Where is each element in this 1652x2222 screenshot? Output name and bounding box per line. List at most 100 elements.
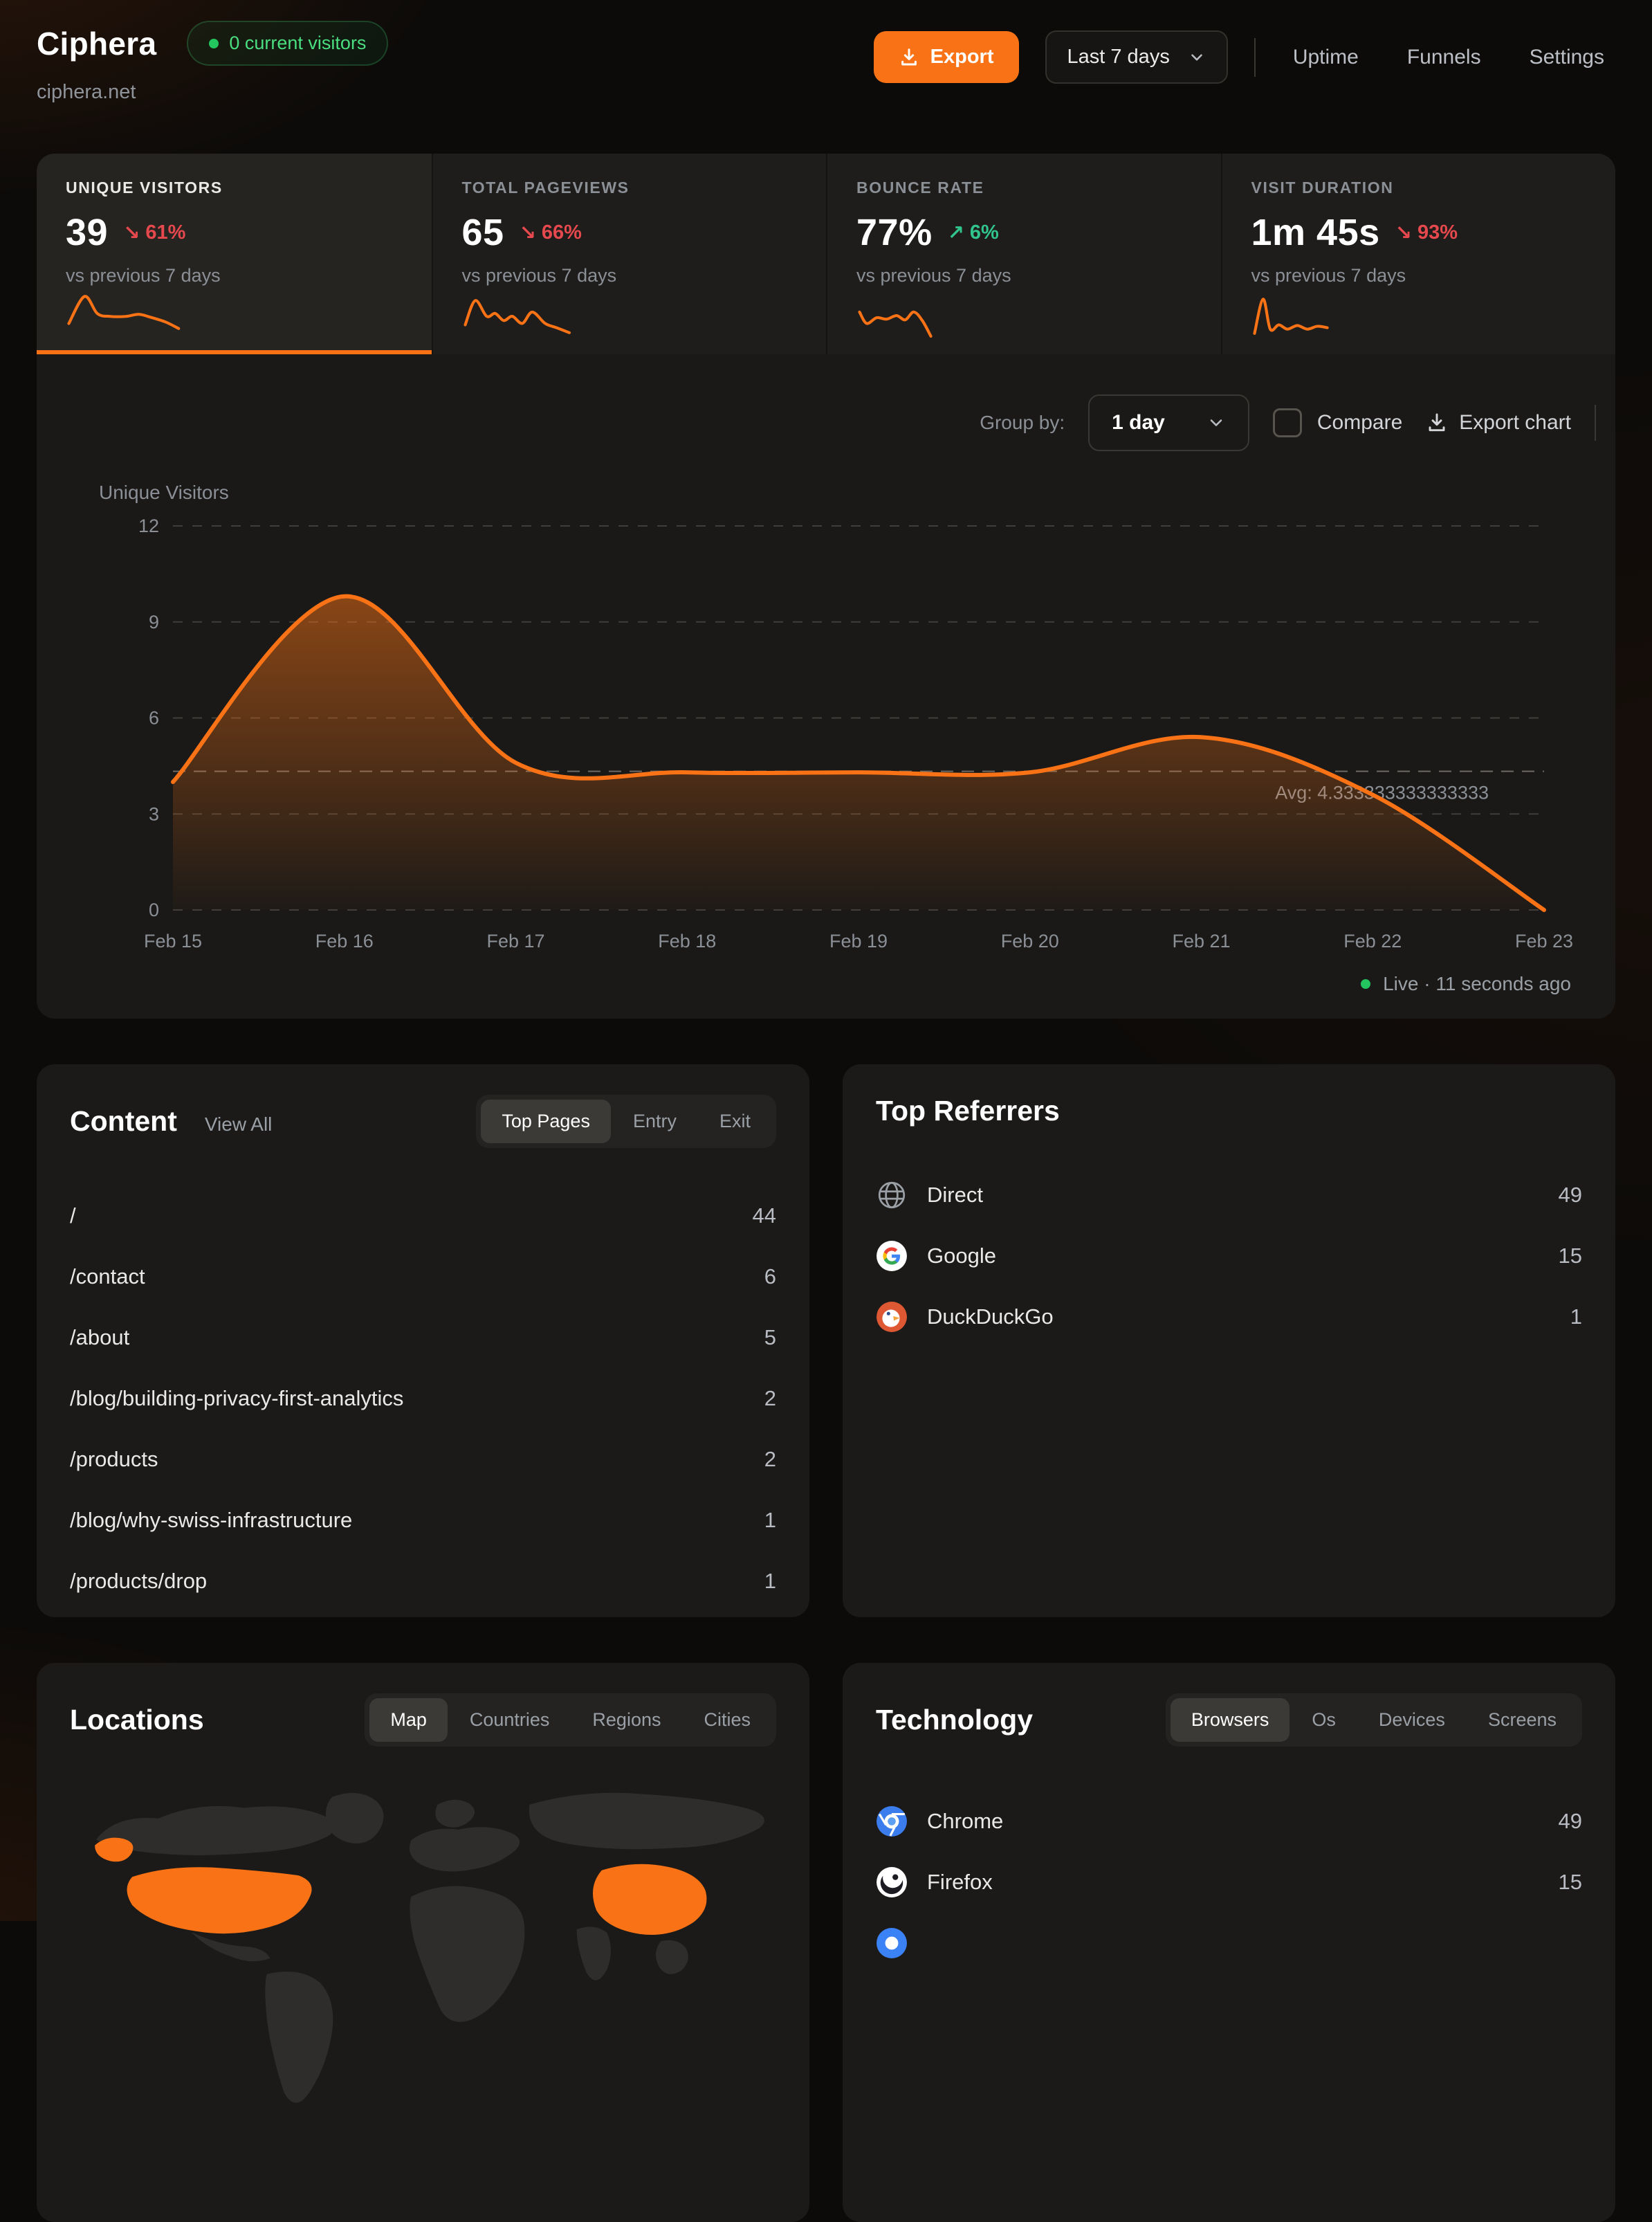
stat-label: UNIQUE VISITORS — [66, 179, 223, 197]
svg-text:6: 6 — [149, 708, 159, 729]
svg-text:0: 0 — [149, 900, 159, 920]
svg-text:Feb 22: Feb 22 — [1343, 931, 1402, 951]
world-map[interactable] — [70, 1777, 776, 2129]
top-referrers-title: Top Referrers — [876, 1095, 1060, 1127]
date-range-value: Last 7 days — [1067, 46, 1170, 68]
technology-title: Technology — [876, 1704, 1034, 1736]
referrer-row[interactable]: DuckDuckGo 1 — [876, 1286, 1582, 1347]
stats-row: UNIQUE VISITORS 39 ↘ 61% vs previous 7 da… — [37, 154, 1615, 354]
country-se-asia — [655, 1940, 688, 1974]
tab-cities[interactable]: Cities — [704, 1709, 751, 1730]
export-button[interactable]: Export — [873, 31, 1019, 83]
compare-checkbox[interactable] — [1272, 408, 1302, 437]
top-referrers-panel: Top Referrers Direct 49 — [843, 1064, 1615, 1617]
svg-text:Feb 17: Feb 17 — [486, 931, 544, 951]
browser-row[interactable] — [876, 1913, 1582, 1974]
tab-os[interactable]: Os — [1312, 1709, 1336, 1730]
page-row[interactable]: /blog/building-privacy-first-analytics 2 — [70, 1386, 776, 1410]
globe-icon — [878, 1181, 906, 1209]
nav-uptime[interactable]: Uptime — [1292, 45, 1359, 69]
page-row[interactable]: /contact 6 — [70, 1264, 776, 1288]
y-axis-title: Unique Visitors — [99, 482, 229, 503]
svg-text:Feb 23: Feb 23 — [1515, 931, 1573, 951]
stat-delta: ↗ 6% — [947, 221, 999, 244]
stat-label: VISIT DURATION — [1251, 179, 1394, 197]
technology-panel: Technology Browsers Os Devices Screens C… — [843, 1663, 1615, 2222]
nav-funnels[interactable]: Funnels — [1406, 45, 1481, 69]
tab-regions[interactable]: Regions — [592, 1709, 661, 1730]
chevron-down-icon — [1210, 419, 1222, 426]
locations-tabs: Map Countries Regions Cities — [365, 1693, 776, 1747]
tab-devices[interactable]: Devices — [1378, 1709, 1445, 1730]
stat-delta: ↘ 93% — [1395, 221, 1458, 244]
current-visitors-label: 0 current visitors — [229, 33, 367, 53]
stat-card-total-pageviews[interactable]: TOTAL PAGEVIEWS 65 ↘ 66% vs previous 7 da… — [431, 154, 826, 354]
group-by-dropdown[interactable]: 1 day — [1088, 394, 1249, 451]
export-chart-label: Export chart — [1459, 411, 1571, 434]
view-all-link[interactable]: View All — [204, 1113, 273, 1135]
stat-delta: ↘ 61% — [123, 221, 186, 244]
tab-entry[interactable]: Entry — [632, 1111, 677, 1131]
firefox-icon — [877, 1867, 907, 1897]
svg-text:3: 3 — [149, 803, 159, 824]
current-visitors-badge[interactable]: 0 current visitors — [187, 21, 389, 66]
svg-text:Feb 16: Feb 16 — [315, 931, 374, 951]
browser-icon — [877, 1928, 907, 1958]
browsers-list: Chrome 49 Firefox 15 — [876, 1791, 1582, 1974]
top-header: Ciphera 0 current visitors ciphera.net E… — [0, 0, 1652, 104]
site-name: Ciphera — [37, 25, 157, 62]
stat-value: 39 — [66, 212, 109, 253]
browser-row[interactable]: Chrome 49 — [876, 1791, 1582, 1852]
referrers-list: Direct 49 Google — [876, 1165, 1582, 1347]
page-row[interactable]: /products/drop 1 — [70, 1569, 776, 1593]
top-pages-list: /44 /contact 6 /about 5 /blog/building-pri… — [70, 1185, 776, 1612]
arrow-down-right-icon: ↘ — [1395, 221, 1412, 244]
stat-card-visit-duration[interactable]: VISIT DURATION 1m 45s ↘ 93% vs previous 7… — [1220, 154, 1615, 354]
content-panel: Content View All Top Pages Entry Exit /4… — [37, 1064, 809, 1617]
header-actions: Export Last 7 days Uptime Funnels Settin… — [873, 30, 1615, 84]
main-chart-area: Group by: 1 day Compare Export chart Uni… — [37, 354, 1615, 1019]
sparkline — [1252, 298, 1329, 335]
referrer-row[interactable]: Google 15 — [876, 1226, 1582, 1286]
tab-browsers[interactable]: Browsers — [1170, 1698, 1290, 1742]
technology-tabs: Browsers Os Devices Screens — [1165, 1693, 1582, 1747]
live-dot-icon — [209, 38, 219, 48]
duckduckgo-icon — [877, 1302, 907, 1332]
stat-card-unique-visitors[interactable]: UNIQUE VISITORS 39 ↘ 61% vs previous 7 da… — [37, 154, 432, 354]
brand-block: Ciphera 0 current visitors ciphera.net — [37, 21, 389, 104]
chevron-down-icon — [1191, 53, 1202, 61]
tab-exit[interactable]: Exit — [719, 1111, 751, 1131]
chrome-icon — [877, 1806, 907, 1837]
country-india — [576, 1927, 612, 1980]
page-row[interactable]: /44 — [70, 1203, 776, 1228]
tab-screens[interactable]: Screens — [1487, 1709, 1557, 1730]
country-scandinavia — [435, 1799, 475, 1828]
browser-row[interactable]: Firefox 15 — [876, 1852, 1582, 1913]
country-canada — [95, 1805, 335, 1855]
stat-value: 77% — [856, 212, 933, 253]
group-by-label: Group by: — [980, 412, 1065, 433]
locations-panel: Locations Map Countries Regions Cities — [37, 1663, 809, 2222]
country-south-america — [265, 1971, 333, 2103]
tab-top-pages[interactable]: Top Pages — [481, 1100, 611, 1143]
country-mexico — [191, 1931, 270, 1962]
referrer-row[interactable]: Direct 49 — [876, 1165, 1582, 1226]
country-europe — [409, 1827, 520, 1872]
date-range-dropdown[interactable]: Last 7 days — [1045, 30, 1228, 84]
tab-countries[interactable]: Countries — [469, 1709, 550, 1730]
download-icon — [901, 48, 917, 65]
page-row[interactable]: /products 2 — [70, 1447, 776, 1471]
stat-card-bounce-rate[interactable]: BOUNCE RATE 77% ↗ 6% vs previous 7 days — [826, 154, 1221, 354]
site-domain: ciphera.net — [37, 81, 136, 103]
overview-card: UNIQUE VISITORS 39 ↘ 61% vs previous 7 da… — [37, 154, 1615, 1019]
svg-text:Feb 21: Feb 21 — [1172, 931, 1230, 951]
nav-settings[interactable]: Settings — [1529, 45, 1604, 69]
page-row[interactable]: /about 5 — [70, 1325, 776, 1349]
stat-value: 1m 45s — [1251, 212, 1380, 253]
page-row[interactable]: /blog/why-swiss-infrastructure 1 — [70, 1508, 776, 1532]
export-chart-button[interactable]: Export chart — [1426, 411, 1571, 435]
tab-map[interactable]: Map — [369, 1698, 448, 1742]
svg-text:Feb 18: Feb 18 — [658, 931, 716, 951]
export-label: Export — [930, 46, 994, 68]
